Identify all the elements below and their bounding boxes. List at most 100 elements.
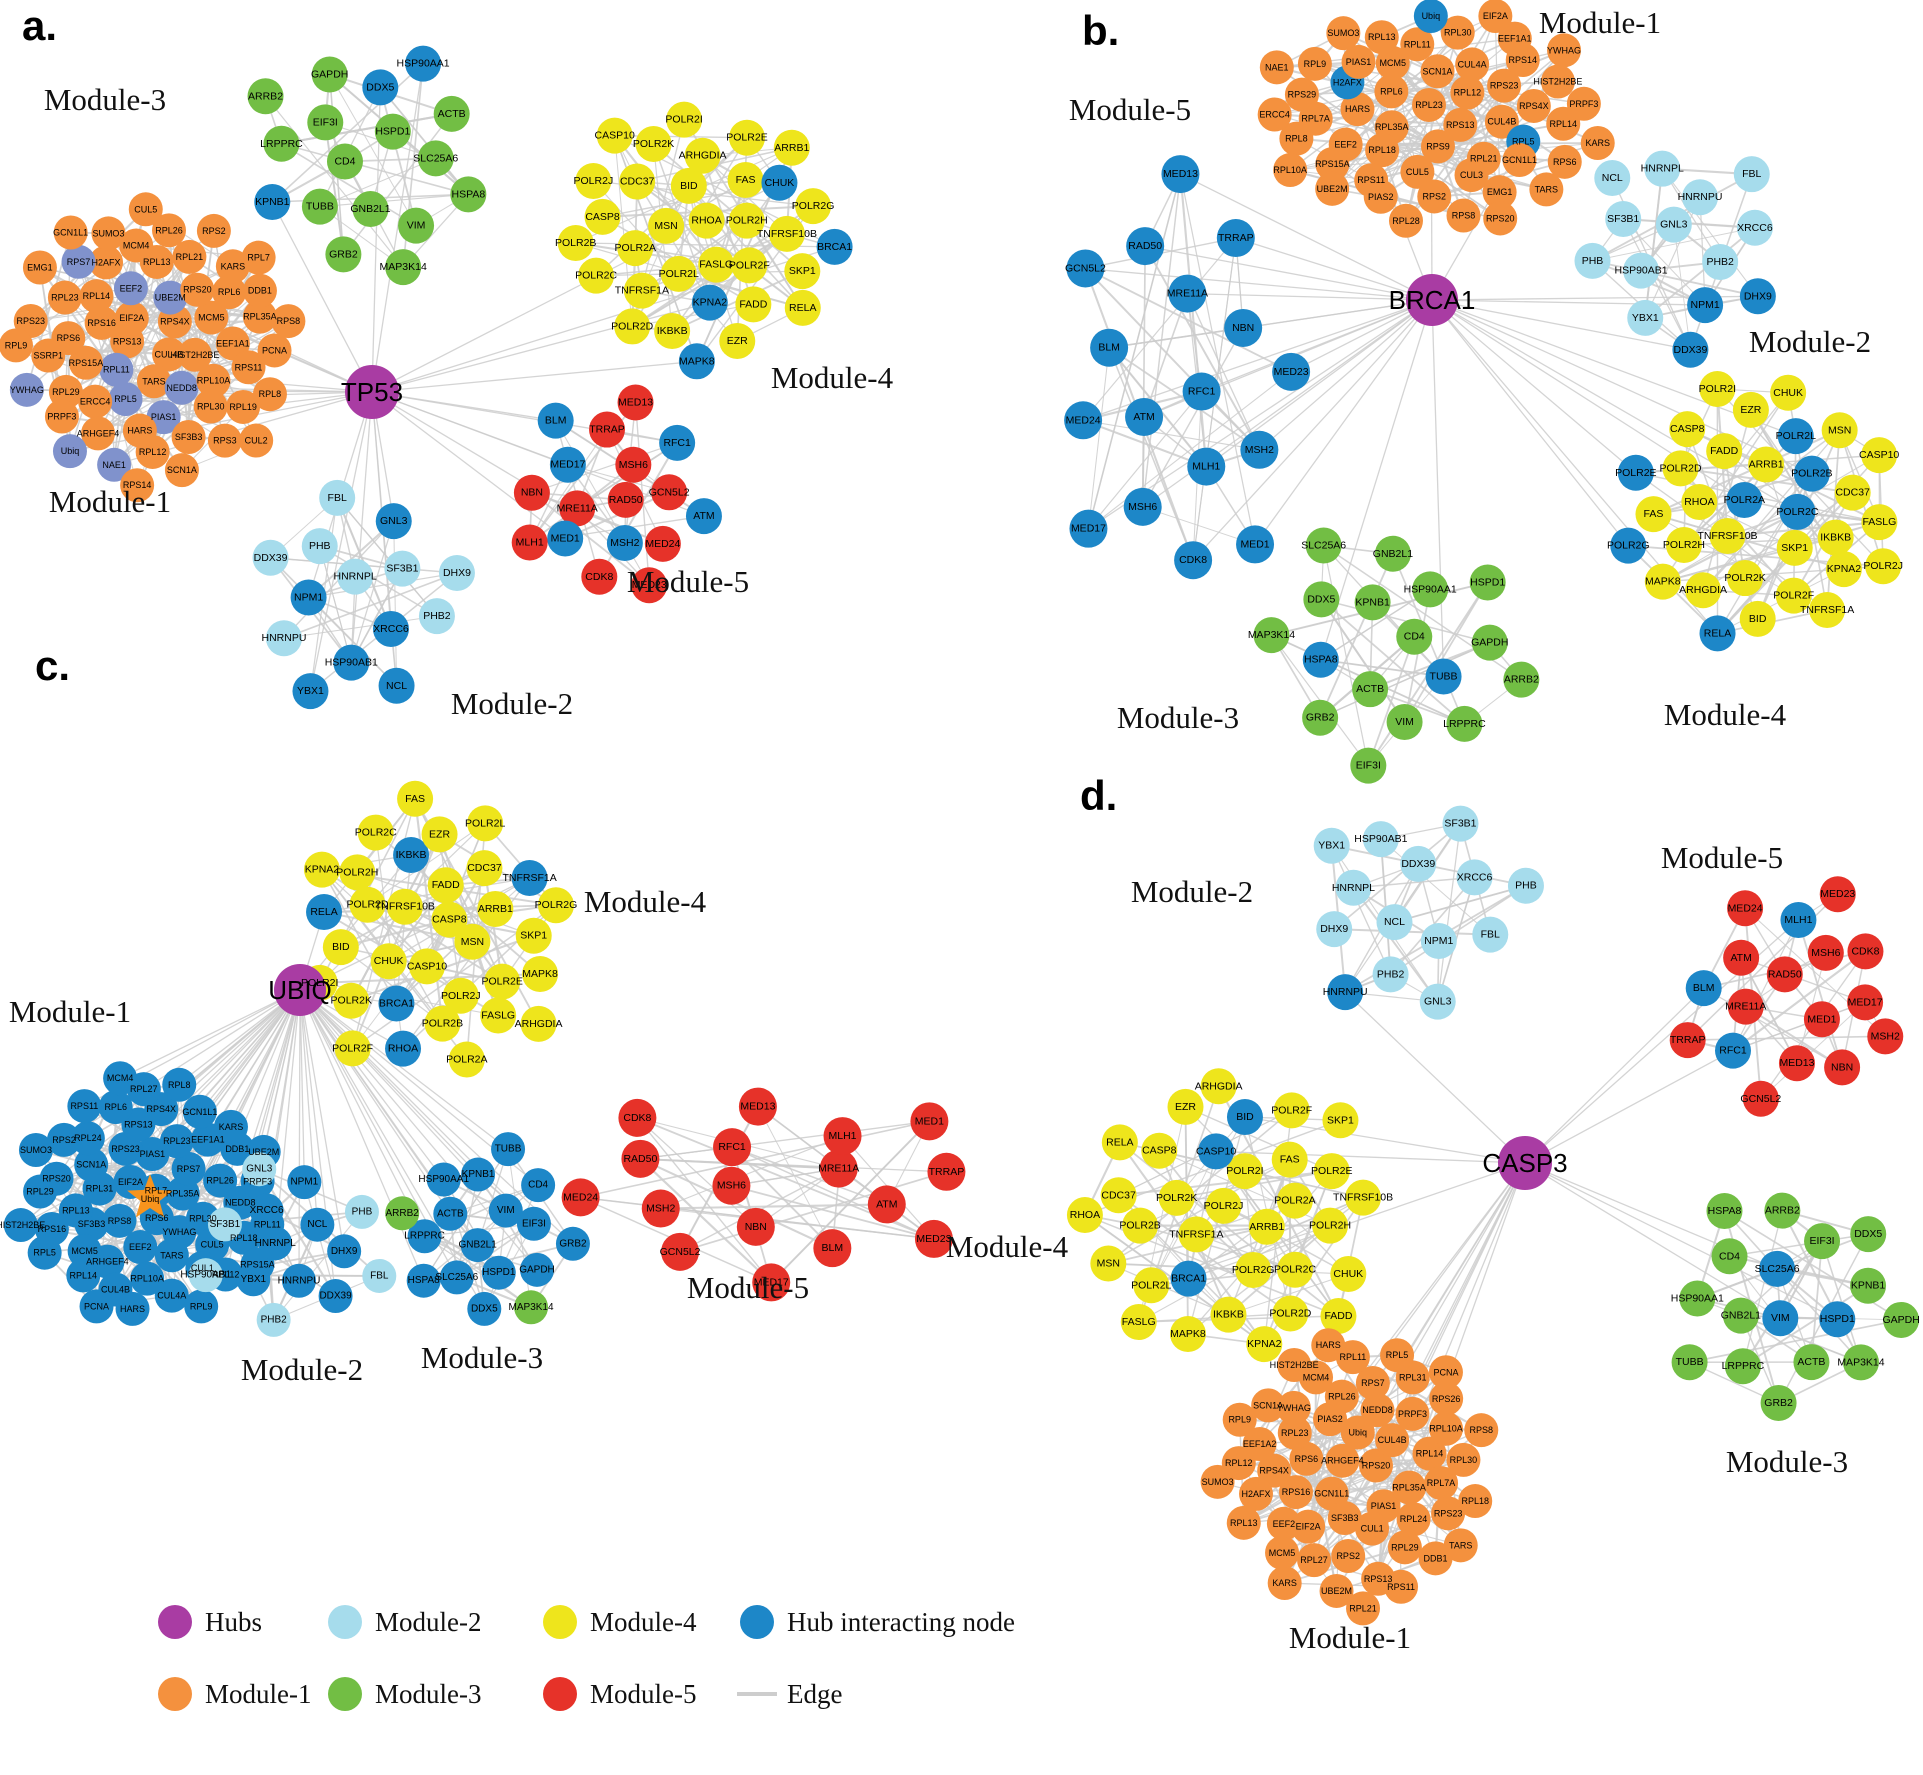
- node-MCM4: [103, 1061, 138, 1096]
- node-EIF3I: [1804, 1223, 1841, 1260]
- node-label-RPL7A: RPL7A: [1301, 114, 1330, 124]
- node-MED1: [910, 1102, 949, 1141]
- node-ARRB1: [1248, 1208, 1285, 1245]
- node-PRPF3: [44, 399, 79, 434]
- node-MED1: [1236, 525, 1275, 564]
- node-label-NEDD8: NEDD8: [1362, 1405, 1393, 1415]
- node-NCL: [300, 1207, 335, 1242]
- node-GNL3: [375, 503, 412, 540]
- node-label-POLR2A: POLR2A: [446, 1053, 487, 1065]
- node-label-CASP8: CASP8: [1670, 423, 1705, 435]
- node-label-CUL4A: CUL4A: [157, 1291, 186, 1301]
- node-MSN: [454, 923, 491, 960]
- node-label-POLR2C: POLR2C: [1776, 506, 1818, 518]
- node-label-EIF2A: EIF2A: [1296, 1522, 1321, 1532]
- node-UBE2M: [153, 280, 188, 315]
- node-label-RPL12: RPL12: [212, 1270, 240, 1280]
- edge: [1592, 259, 1759, 298]
- node-RPS8: [1464, 1413, 1499, 1448]
- edge: [1320, 588, 1431, 661]
- node-GCN5L2: [1742, 1080, 1779, 1117]
- node-label-MED17: MED17: [550, 459, 585, 471]
- hub-edge: [1258, 299, 1433, 451]
- node-label-GNB2L1: GNB2L1: [1373, 548, 1413, 560]
- node-label-Ubiq: Ubiq: [61, 446, 80, 456]
- node-label-FASLG: FASLG: [1122, 1316, 1156, 1328]
- node-label-RPS16: RPS16: [87, 318, 116, 328]
- node-label-NCL: NCL: [307, 1219, 327, 1230]
- node-label-KPNA2: KPNA2: [1247, 1338, 1282, 1350]
- node-label-RPS15A: RPS15A: [1315, 159, 1350, 169]
- edge: [1108, 347, 1194, 561]
- node-label-CUL4B: CUL4B: [1378, 1435, 1407, 1445]
- module-caption-module-1: Module-1: [49, 484, 171, 519]
- node-RPL23: [1277, 1415, 1312, 1450]
- node-LRPPRC: [263, 125, 300, 162]
- edge: [1179, 173, 1208, 467]
- node-MED13: [1778, 1045, 1815, 1082]
- node-RPL23: [1412, 87, 1447, 122]
- node-label-XRCC6: XRCC6: [1457, 871, 1493, 883]
- node-MSH2: [1240, 430, 1279, 469]
- node-label-RPL26: RPL26: [206, 1176, 234, 1186]
- node-label-RPS20: RPS20: [183, 285, 212, 295]
- node-label-RPL11: RPL11: [103, 365, 130, 375]
- node-RPL27: [1297, 1543, 1332, 1578]
- node-label-TNFRSF10B: TNFRSF10B: [1697, 530, 1757, 542]
- edge: [1320, 598, 1466, 725]
- node-RPS23: [1431, 1496, 1466, 1531]
- node-label-RPS9: RPS9: [1426, 141, 1450, 151]
- edge: [632, 303, 754, 327]
- hub-edge: [263, 989, 301, 1153]
- node-RPL21: [172, 239, 207, 274]
- node-label-RPL12: RPL12: [139, 447, 167, 457]
- node-label-RPL14: RPL14: [83, 291, 111, 301]
- node-HIST2H2BE: [1540, 64, 1575, 99]
- node-label-RPS14: RPS14: [123, 480, 152, 490]
- hub-label-CASP3: CASP3: [1482, 1148, 1567, 1178]
- edge: [652, 143, 803, 272]
- edge: [1370, 140, 1524, 182]
- edge: [1320, 658, 1444, 678]
- module-caption-module-5: Module-5: [1661, 840, 1783, 875]
- node-label-RPS11: RPS11: [1387, 1582, 1415, 1592]
- node-label-GNL3: GNL3: [380, 515, 408, 527]
- node-TNFRSF10B: [768, 215, 805, 252]
- node-label-RPS2: RPS2: [52, 1135, 76, 1145]
- node-HNRNPU: [1327, 974, 1364, 1011]
- edge: [1082, 419, 1207, 468]
- node-FASLG: [1120, 1303, 1157, 1340]
- node-RPL12: [135, 434, 170, 469]
- node-label-TNFRSF1A: TNFRSF1A: [1800, 604, 1854, 616]
- node-label-HSP90AB1: HSP90AB1: [1615, 265, 1668, 277]
- node-label-EIF3I: EIF3I: [313, 116, 338, 128]
- node-NBN: [513, 474, 550, 511]
- hub-edge: [1085, 267, 1433, 301]
- node-label-XRCC6: XRCC6: [1737, 222, 1773, 234]
- node-label-NPM1: NPM1: [1424, 935, 1453, 947]
- node-label-MED13: MED13: [618, 396, 653, 408]
- node-label-CHUK: CHUK: [1773, 387, 1803, 399]
- node-RPS4X: [1257, 1453, 1292, 1488]
- node-HSPD1: [481, 1255, 516, 1290]
- hub-edge: [1216, 1150, 1526, 1164]
- node-label-POLR2J: POLR2J: [1863, 560, 1903, 572]
- node-label-SCN1A: SCN1A: [1253, 1400, 1283, 1410]
- node-label-HARS: HARS: [127, 426, 152, 436]
- node-label-POLR2E: POLR2E: [1615, 467, 1656, 479]
- node-YWHAG: [1276, 1390, 1311, 1425]
- node-TUBB: [491, 1132, 526, 1167]
- node-label-RAD50: RAD50: [1768, 968, 1802, 980]
- hub-edge: [371, 391, 705, 517]
- node-label-RPL35A: RPL35A: [1392, 1482, 1426, 1492]
- node-BLM: [1090, 328, 1129, 367]
- node-CASP10: [1861, 437, 1898, 474]
- node-label-RPL14: RPL14: [70, 1270, 98, 1280]
- node-RELA: [306, 894, 343, 931]
- node-DDX39: [318, 1279, 353, 1314]
- node-RPS20: [1483, 201, 1518, 236]
- node-label-MSH2: MSH2: [1245, 444, 1274, 456]
- node-SCN1A: [1420, 54, 1455, 89]
- node-label-MAP3K14: MAP3K14: [380, 261, 427, 273]
